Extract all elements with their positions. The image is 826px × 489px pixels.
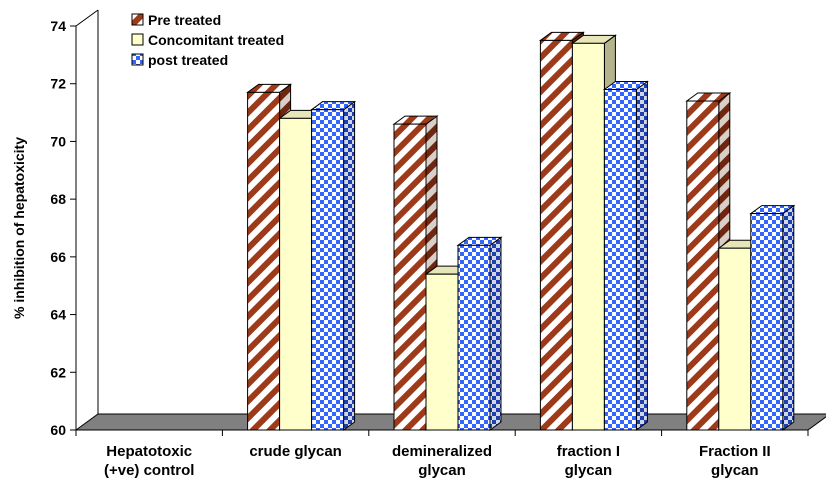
y-tick-label: 62 (50, 364, 66, 380)
y-tick-label: 72 (50, 76, 66, 92)
bar-post-treated (602, 80, 649, 431)
legend-label: post treated (148, 52, 228, 68)
x-category-label: Fraction II glycan (699, 443, 771, 479)
y-axis-title: % inhibition of hepatoxicity (11, 137, 27, 319)
bar-post-treated (749, 204, 796, 431)
bar-post-treated (310, 100, 357, 431)
legend-swatch (131, 33, 144, 46)
y-tick-label: 70 (50, 133, 66, 149)
legend-label: Pre treated (148, 12, 221, 28)
legend-label: Concomitant treated (148, 32, 284, 48)
bar-pre-treated (392, 115, 439, 431)
x-category-label: Hepatotoxic (+ve) control (104, 443, 194, 479)
legend-swatch (131, 53, 144, 66)
x-category-label: demineralized glycan (392, 443, 492, 479)
bar-post-treated (456, 236, 503, 431)
y-axis-top-edge (75, 9, 99, 27)
y-tick-label: 66 (50, 249, 66, 265)
y-tick-label: 64 (50, 307, 66, 323)
legend-swatch (131, 13, 144, 26)
y-tick-label: 68 (50, 191, 66, 207)
y-tick-label: 74 (50, 18, 66, 34)
y-tick-label: 60 (50, 422, 66, 438)
x-category-label: crude glycan (249, 443, 342, 460)
